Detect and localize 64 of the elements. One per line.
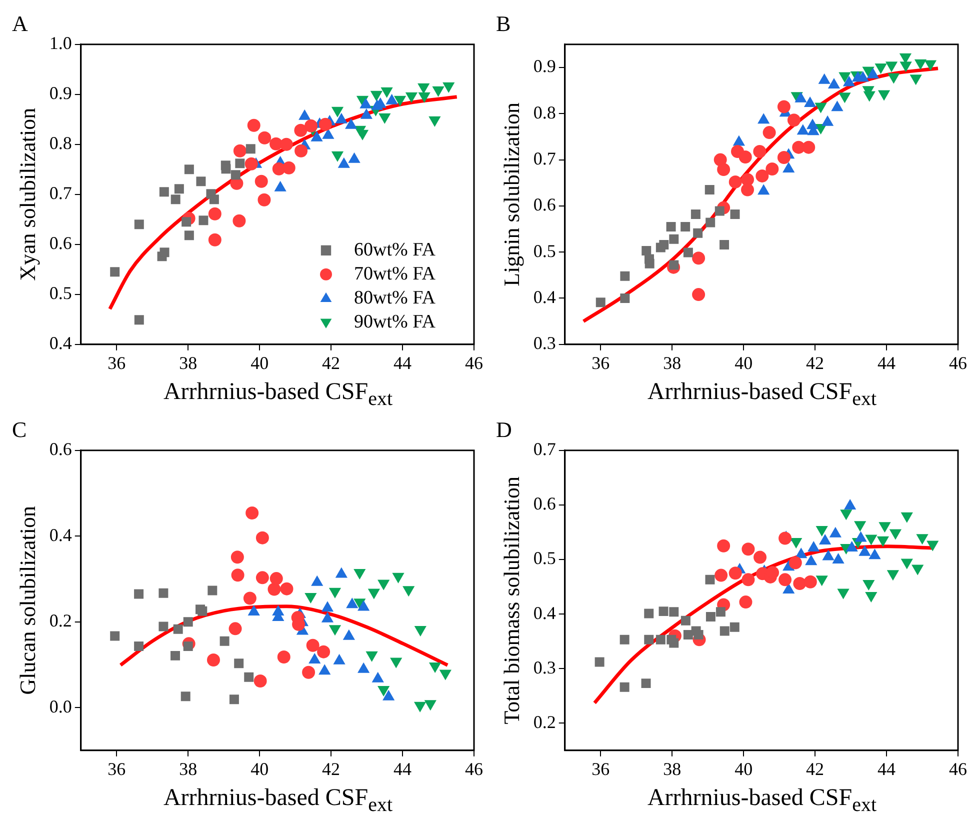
- x-tick-label: 36: [592, 352, 610, 373]
- x-axis-title: Arrhrnius-based CSF$_{ext}$: [646, 378, 878, 412]
- chart-title: B: [496, 10, 511, 36]
- x-tick-label: 38: [179, 352, 198, 373]
- y-tick-label: 0.5: [533, 240, 556, 261]
- y-tick-label: 0.6: [49, 233, 72, 254]
- x-tick-label: 38: [663, 758, 682, 779]
- x-tick-label: 38: [179, 758, 198, 779]
- y-tick-label: 0.6: [533, 494, 556, 514]
- x-axis-title: Arrhrnius-based CSF$_{ext}$: [162, 378, 394, 412]
- x-tick-label: 42: [322, 758, 340, 779]
- x-tick-label: 40: [734, 352, 753, 373]
- x-tick-label: 36: [108, 352, 126, 373]
- y-tick-label: 0.5: [533, 548, 556, 568]
- legend-label: 90wt% FA: [354, 311, 436, 332]
- chart-title: C: [12, 416, 27, 442]
- y-tick-label: 0.0: [49, 696, 72, 716]
- x-tick-label: 40: [250, 352, 269, 373]
- y-tick-label: 0.7: [49, 183, 72, 204]
- x-tick-label: 36: [108, 758, 126, 779]
- y-axis-title: Total biomass solubilization: [498, 476, 524, 724]
- chart-title: D: [496, 416, 512, 442]
- legend-label: 60wt% FA: [354, 239, 436, 260]
- x-tick-label: 46: [465, 758, 483, 779]
- y-tick-label: 0.6: [533, 194, 556, 215]
- x-tick-label: 44: [394, 352, 412, 373]
- x-tick-label: 46: [949, 758, 967, 779]
- x-tick-label: 44: [394, 758, 412, 779]
- x-tick-label: 44: [878, 758, 896, 779]
- y-tick-label: 0.9: [533, 56, 556, 76]
- y-tick-label: 0.8: [49, 133, 72, 154]
- y-axis-title: Lignin solubilization: [498, 102, 524, 286]
- y-tick-label: 1.0: [49, 33, 72, 54]
- chart-title: A: [12, 10, 28, 36]
- x-axis-title: Arrhrnius-based CSF$_{ext}$: [162, 784, 394, 818]
- y-tick-label: 0.5: [49, 283, 72, 304]
- x-tick-label: 40: [250, 758, 269, 779]
- x-tick-label: 42: [806, 758, 824, 779]
- y-tick-label: 0.7: [533, 148, 556, 169]
- y-tick-label: 0.8: [533, 102, 556, 122]
- x-tick-label: 44: [878, 352, 896, 373]
- y-axis-title: Xyan solubilization: [14, 108, 40, 281]
- x-axis-title: Arrhrnius-based CSF$_{ext}$: [646, 784, 878, 818]
- legend-label: 70wt% FA: [354, 263, 436, 284]
- x-tick-label: 46: [949, 352, 967, 373]
- x-tick-label: 36: [592, 758, 610, 779]
- x-tick-label: 42: [806, 352, 824, 373]
- x-tick-label: 38: [663, 352, 682, 373]
- y-tick-label: 0.4: [533, 602, 556, 623]
- y-tick-label: 0.3: [533, 657, 556, 678]
- y-tick-label: 0.4: [49, 333, 72, 354]
- y-tick-label: 0.4: [49, 524, 72, 545]
- y-tick-label: 0.2: [533, 712, 556, 732]
- x-tick-label: 40: [734, 758, 753, 779]
- y-axis-title: Glucan solubilization: [14, 506, 40, 695]
- y-tick-label: 0.4: [533, 286, 556, 307]
- legend-label: 80wt% FA: [354, 287, 436, 308]
- x-tick-label: 46: [465, 352, 483, 373]
- y-tick-label: 0.9: [49, 83, 72, 104]
- y-tick-label: 0.3: [533, 333, 556, 354]
- y-tick-label: 0.2: [49, 610, 72, 631]
- x-tick-label: 42: [322, 352, 340, 373]
- y-tick-label: 0.7: [533, 439, 556, 460]
- y-tick-label: 0.6: [49, 439, 72, 460]
